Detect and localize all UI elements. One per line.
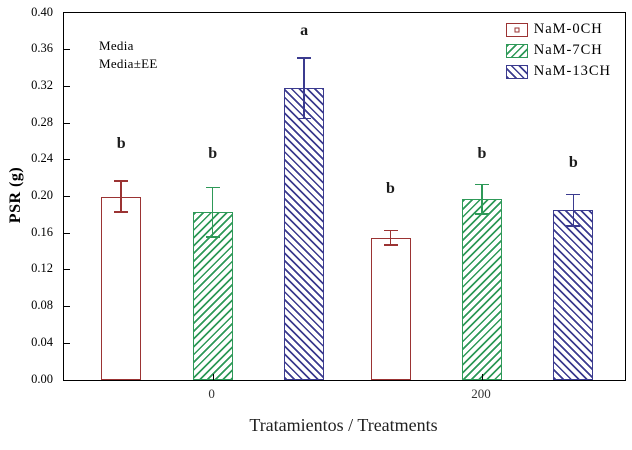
error-bar-cap: [566, 193, 581, 196]
y-axis-tick-mark: [64, 306, 70, 308]
y-tick-label: 0.32: [31, 77, 53, 92]
y-tick-label: 0.16: [31, 224, 53, 239]
error-bar-cap: [566, 225, 581, 227]
y-tick-label: 0.12: [31, 261, 53, 276]
error-bar-cap: [114, 180, 129, 182]
annotation-line-2: Media±EE: [99, 55, 158, 71]
y-axis-tick-mark: [64, 122, 70, 124]
y-axis-tick-mark: [64, 232, 70, 234]
x-axis-tick-mark: [481, 374, 483, 380]
error-bar-cap: [474, 183, 489, 186]
error-bar: [120, 180, 123, 213]
bar-NaM-0CH-cat-0: [101, 196, 142, 380]
y-tick-label: 0.40: [31, 4, 53, 19]
y-tick-label: 0.04: [31, 334, 53, 349]
significance-letter: b: [208, 144, 218, 162]
legend-label: NaM-7CH: [533, 42, 603, 58]
x-tick-label: 0: [208, 386, 215, 401]
y-axis-tick-mark: [64, 196, 70, 197]
y-tick-label: 0.20: [31, 188, 53, 202]
x-axis-tick-mark: [212, 374, 214, 380]
y-axis-tick-mark: [64, 269, 70, 271]
y-tick-label: 0.28: [31, 114, 53, 129]
legend-label: NaM-13CH: [533, 63, 611, 79]
error-bar-cap: [383, 229, 398, 232]
legend-item-nam-0ch: NaM-0CH: [505, 21, 611, 38]
y-axis-tick-mark: [64, 85, 70, 87]
y-tick-label: 0.08: [31, 298, 53, 313]
significance-letter: a: [300, 21, 309, 39]
error-bar: [211, 187, 214, 237]
plot-area: Media Media±EE NaM-0CH NaM-7CH NaM-13CH …: [63, 12, 626, 381]
legend-swatch-inner-square: [514, 27, 520, 32]
error-bar-cap: [205, 236, 220, 238]
legend-swatch-back-hatch: [505, 64, 528, 79]
legend-swatch-open-square: [505, 22, 528, 37]
x-axis-tick-labels: 0 200: [63, 383, 624, 403]
error-bar-cap: [474, 213, 489, 215]
error-bar-cap: [383, 244, 398, 246]
significance-letter: b: [477, 144, 487, 162]
bar-NaM-0CH-cat-200: [370, 237, 411, 380]
legend-item-nam-7ch: NaM-7CH: [505, 42, 611, 59]
bar-NaM-13CH-cat-200: [553, 210, 594, 380]
error-bar-cap: [297, 117, 312, 120]
legend-item-nam-13ch: NaM-13CH: [505, 63, 611, 80]
error-bar: [389, 230, 392, 246]
significance-letter: b: [386, 179, 395, 197]
y-tick-label: 0.24: [31, 151, 53, 166]
y-tick-label: 0.36: [31, 41, 53, 56]
error-bar: [572, 194, 575, 226]
y-axis-tick-mark: [64, 49, 70, 51]
error-bar: [481, 184, 483, 214]
x-tick-label: 200: [471, 386, 491, 401]
legend-label: NaM-0CH: [533, 21, 603, 37]
bar-NaM-7CH-cat-0: [192, 212, 233, 380]
annotation-line-1: Media: [99, 38, 134, 53]
y-axis-tick-mark: [64, 159, 70, 161]
error-bar-cap: [205, 186, 220, 189]
y-tick-label: 0.00: [31, 371, 53, 386]
legend-swatch-forward-hatch: [505, 43, 528, 58]
error-bar-cap: [297, 57, 312, 59]
bar-NaM-7CH-cat-200: [461, 199, 502, 380]
y-axis-tick-labels: 0.00 0.04 0.08 0.12 0.16 0.20 0.24 0.28 0.32 0.36…: [0, 5, 59, 384]
error-bar-cap: [114, 211, 129, 213]
error-bar: [303, 57, 305, 119]
significance-letter: b: [568, 153, 578, 171]
bar-NaM-13CH-cat-0: [284, 88, 325, 380]
x-axis-title: Tratamientos / Treatments: [249, 415, 438, 435]
annotation-media: Media Media±EE: [99, 37, 158, 72]
legend: NaM-0CH NaM-7CH NaM-13CH: [505, 21, 611, 80]
y-axis-tick-mark: [64, 342, 70, 344]
significance-letter: b: [116, 135, 126, 153]
